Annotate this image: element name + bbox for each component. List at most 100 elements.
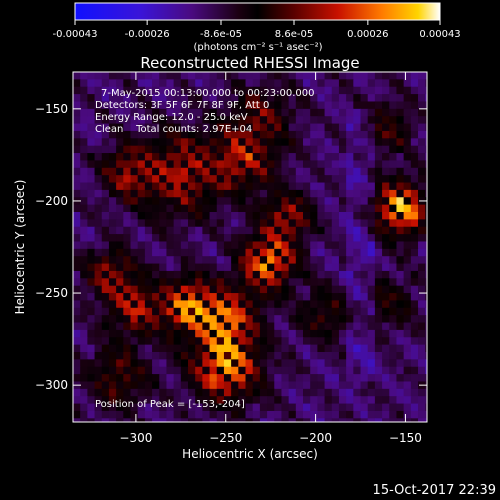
heatmap-cell (159, 381, 168, 390)
heatmap-cell (353, 167, 362, 176)
heatmap-cell (295, 175, 304, 184)
heatmap-cell (123, 359, 132, 368)
heatmap-cell (259, 226, 268, 235)
heatmap-cell (188, 219, 196, 228)
heatmap-cell (281, 388, 290, 397)
heatmap-cell (267, 182, 275, 191)
heatmap-cell (374, 263, 383, 272)
heatmap-cell (331, 418, 340, 422)
heatmap-cell (144, 256, 153, 265)
heatmap-cell (252, 94, 261, 103)
heatmap-cell (144, 101, 153, 110)
heatmap-cell (238, 108, 247, 117)
heatmap-cell (130, 153, 139, 162)
heatmap-cell (418, 278, 426, 287)
heatmap-cell (310, 278, 318, 287)
heatmap-cell (259, 263, 268, 272)
heatmap-cell (202, 123, 211, 132)
heatmap-cell (166, 285, 175, 294)
heatmap-cell (425, 123, 427, 132)
heatmap-cell (353, 79, 362, 88)
heatmap-cell (403, 175, 412, 184)
heatmap-cell (310, 293, 318, 302)
heatmap-cell (209, 108, 218, 117)
heatmap-cell (116, 403, 124, 412)
heatmap-cell (245, 374, 254, 383)
heatmap-cell (123, 307, 132, 316)
heatmap-cell (202, 381, 211, 390)
heatmap-cell (87, 263, 96, 272)
heatmap-cell (360, 204, 369, 213)
heatmap-cell (410, 381, 419, 390)
heatmap-cell (281, 396, 290, 405)
heatmap-cell (403, 167, 412, 176)
heatmap-cell (281, 374, 290, 383)
heatmap-cell (317, 322, 326, 331)
heatmap-cell (216, 374, 225, 383)
heatmap-cell (87, 108, 96, 117)
heatmap-cell (137, 86, 146, 95)
heatmap-cell (281, 293, 290, 302)
heatmap-cell (410, 138, 419, 147)
heatmap-cell (288, 359, 297, 368)
heatmap-cell (425, 79, 427, 88)
heatmap-cell (295, 315, 304, 324)
heatmap-cell (216, 256, 225, 265)
heatmap-cell (360, 329, 369, 338)
heatmap-cell (274, 388, 283, 397)
heatmap-cell (101, 219, 110, 228)
heatmap-cell (94, 219, 103, 228)
heatmap-cell (216, 197, 225, 206)
heatmap-cell (288, 153, 297, 162)
heatmap-cell (389, 300, 398, 309)
heatmap-cell (396, 278, 405, 287)
heatmap-cell (374, 344, 383, 353)
heatmap-cell (295, 101, 304, 110)
heatmap-cell (396, 182, 405, 191)
heatmap-cell (245, 278, 254, 287)
heatmap-cell (267, 72, 275, 80)
heatmap-cell (259, 270, 268, 279)
heatmap-cell (353, 307, 362, 316)
heatmap-cell (216, 153, 225, 162)
heatmap-cell (116, 175, 124, 184)
heatmap-cell (238, 234, 247, 243)
heatmap-cell (108, 300, 117, 309)
heatmap-cell (288, 182, 297, 191)
heatmap-cell (80, 123, 88, 132)
heatmap-cell (288, 285, 297, 294)
heatmap-cell (209, 79, 218, 88)
heatmap-cell (374, 366, 383, 375)
heatmap-cell (216, 94, 225, 103)
heatmap-cell (418, 160, 426, 169)
heatmap-cell (324, 182, 333, 191)
heatmap-cell (195, 359, 203, 368)
heatmap-cell (374, 79, 383, 88)
heatmap-cell (303, 167, 311, 176)
heatmap-cell (123, 94, 132, 103)
heatmap-cell (252, 189, 261, 198)
heatmap-cell (216, 322, 225, 331)
heatmap-cell (116, 352, 124, 360)
heatmap-cell (188, 337, 196, 346)
heatmap-cell (87, 226, 96, 235)
heatmap-cell (209, 396, 218, 405)
heatmap-cell (389, 86, 398, 95)
heatmap-cell (245, 293, 254, 302)
heatmap-cell (382, 86, 390, 95)
heatmap-cell (231, 396, 239, 405)
heatmap-cell (245, 263, 254, 272)
heatmap-cell (80, 263, 88, 272)
heatmap-cell (252, 396, 261, 405)
heatmap-cell (410, 322, 419, 331)
heatmap-cell (374, 270, 383, 279)
heatmap-cell (252, 293, 261, 302)
heatmap-cell (403, 79, 412, 88)
heatmap-cell (159, 160, 168, 169)
heatmap-cell (353, 101, 362, 110)
heatmap-cell (130, 256, 139, 265)
heatmap-cell (418, 410, 426, 419)
heatmap-cell (281, 94, 290, 103)
heatmap-cell (382, 189, 390, 198)
heatmap-cell (403, 270, 412, 279)
